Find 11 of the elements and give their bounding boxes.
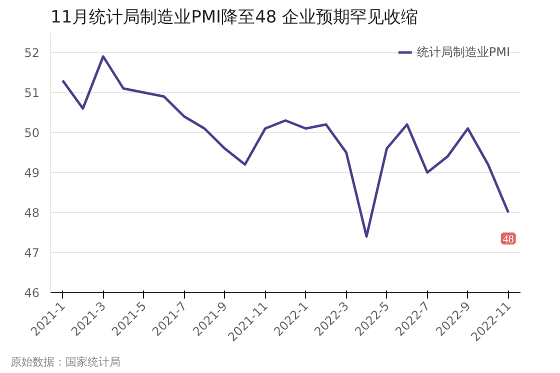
- text: 原始数据：国家统计局: [10, 356, 120, 368]
- y-tick-label: 50: [24, 126, 40, 140]
- chart-title: 11月统计局制造业PMI降至48 企业预期罕见收缩: [50, 8, 418, 28]
- y-tick-label: 51: [24, 86, 40, 100]
- data-label: 48: [502, 234, 514, 246]
- y-tick-label: 49: [24, 166, 40, 180]
- y-tick-label: 46: [24, 286, 40, 300]
- y-tick-label: 47: [24, 246, 40, 260]
- y-tick-label: 52: [24, 46, 40, 60]
- legend-label: 统计局制造业PMI: [416, 44, 510, 60]
- y-tick-label: 48: [24, 206, 40, 220]
